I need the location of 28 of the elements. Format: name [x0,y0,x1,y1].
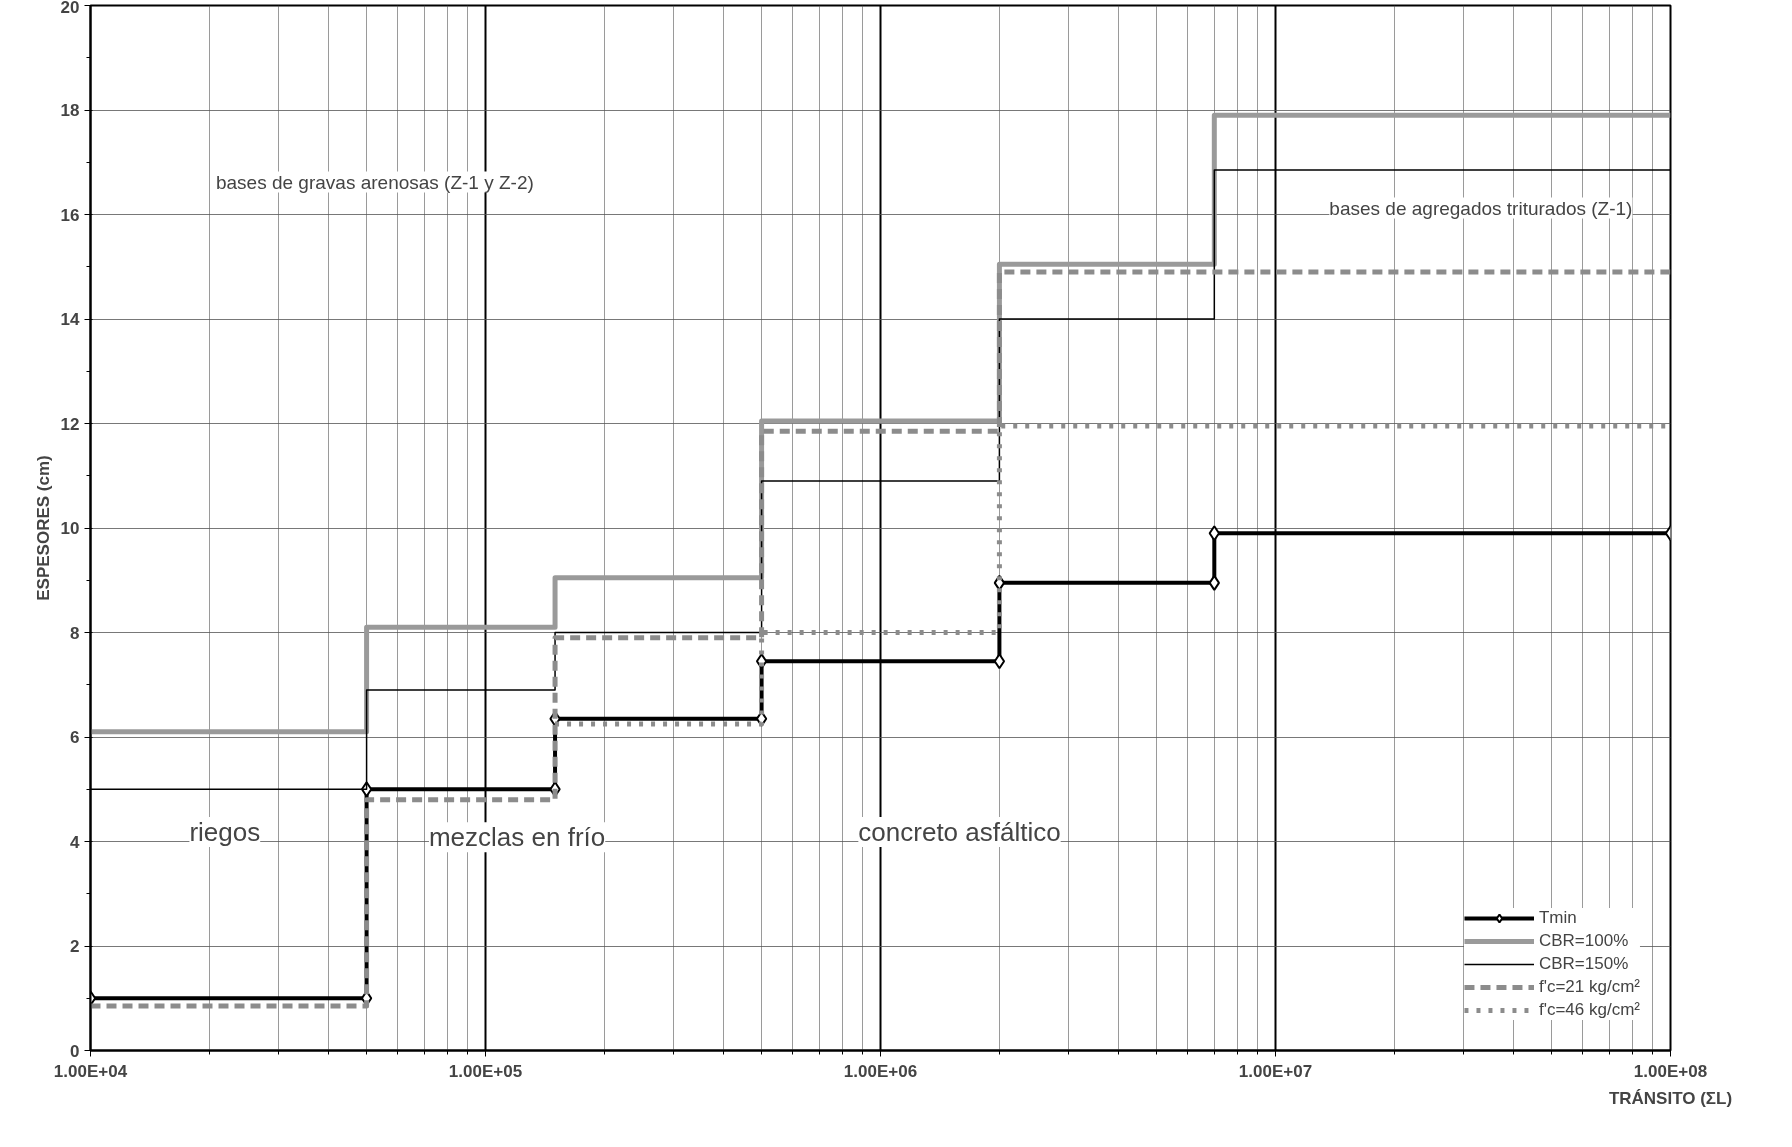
y-axis-title: ESPESORES (cm) [33,455,53,601]
y-tick-label: 6 [70,728,80,747]
y-tick-label: 18 [60,101,80,120]
y-tick-label: 8 [70,623,80,643]
y-tick-label: 4 [70,832,81,852]
legend-label: Tmin [1538,908,1577,928]
annotation: bases de agregados triturados (Z-1) [1329,197,1633,219]
y-tick-label: 16 [60,205,80,225]
annotation: riegos [189,817,261,848]
y-tick-label: 14 [60,310,81,329]
y-tick-label: 12 [60,414,80,434]
x-tick-label: 1.00E+07 [1238,1061,1313,1081]
legend-label: f'c=21 kg/cm² [1538,977,1640,997]
x-tick-label: 1.00E+06 [843,1061,918,1081]
y-tick-label: 10 [60,519,80,538]
legend-label: CBR=100% [1538,931,1629,951]
y-tick-label: 2 [70,937,80,956]
annotation: bases de gravas arenosas (Z-1 y Z-2) [215,171,534,193]
x-tick-label: 1.00E+05 [448,1061,523,1081]
legend-label: f'c=46 kg/cm² [1538,1000,1640,1020]
annotation: mezclas en frío [428,822,606,853]
annotation: concreto asfáltico [858,817,1061,848]
x-axis-title: TRÁNSITO (ΣL) [1608,1088,1733,1108]
x-tick-label: 1.00E+04 [53,1061,128,1081]
y-tick-label: 20 [60,0,80,17]
x-tick-label: 1.00E+08 [1633,1061,1708,1081]
y-tick-label: 0 [70,1041,80,1061]
legend-label: CBR=150% [1538,954,1629,974]
